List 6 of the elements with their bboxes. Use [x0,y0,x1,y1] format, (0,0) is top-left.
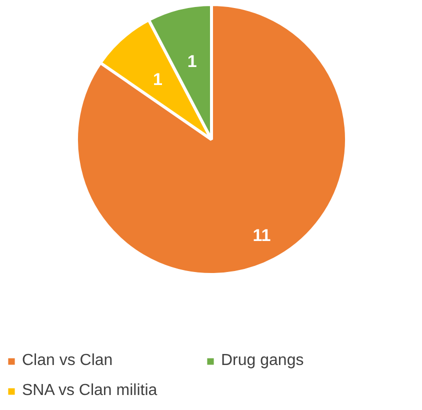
legend-label: Clan vs Clan [22,352,114,370]
legend-label: Drug gangs [221,352,305,370]
data-label: 11 [252,226,271,246]
data-label: 1 [187,52,197,71]
legend-label: SNA vs Clan militia [22,382,158,400]
data-label: 1 [153,70,163,89]
